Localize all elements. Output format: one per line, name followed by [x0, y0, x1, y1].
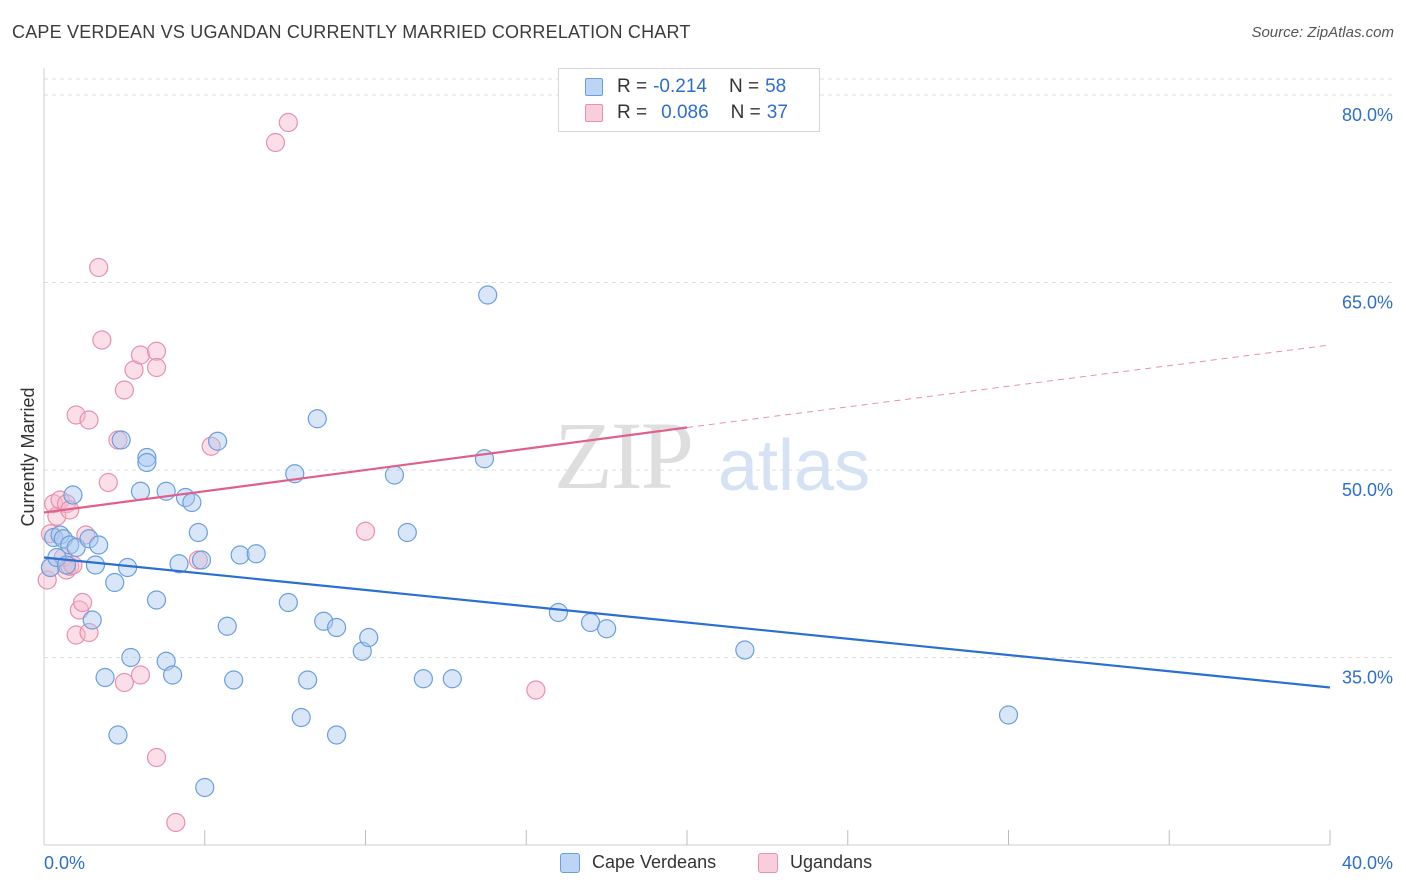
- ugandan-point: [146, 747, 167, 768]
- cape-verdean-point: [217, 616, 237, 636]
- ugandan-point: [526, 680, 546, 700]
- ugandan-point: [37, 570, 57, 590]
- legend: R = -0.214 N = 58 R = 0.086 N = 37: [558, 68, 820, 132]
- ugandan-point: [130, 665, 151, 685]
- cape-verdean-point: [580, 612, 601, 633]
- cape-verdean-point: [326, 725, 347, 745]
- ugandan-point: [166, 812, 186, 833]
- cape-verdean-trendline: [43, 556, 1331, 689]
- ugandan-point: [114, 672, 134, 693]
- legend-n-label: N =: [730, 102, 761, 123]
- cape-verdean-point: [146, 590, 167, 610]
- bottom-legend-ugandans: Ugandans: [758, 852, 872, 873]
- cape-verdean-point: [82, 610, 102, 630]
- cape-verdean-point: [169, 554, 189, 574]
- legend-swatch-blue: [585, 78, 603, 96]
- legend-swatch-pink: [585, 104, 603, 122]
- cape-verdean-point: [188, 522, 208, 543]
- ugandan-point: [278, 112, 298, 133]
- cape-verdean-point: [548, 602, 569, 623]
- cape-verdean-point: [597, 619, 617, 639]
- cape-verdean-point: [307, 409, 327, 429]
- ugandan-point: [66, 405, 86, 425]
- cape-verdean-point: [63, 485, 83, 505]
- cape-verdean-point: [121, 647, 141, 668]
- cape-verdean-point: [79, 529, 99, 549]
- ugandan-point: [98, 472, 118, 493]
- y-tick-label: 65.0%: [1342, 293, 1393, 313]
- ugandan-point: [146, 357, 167, 378]
- cape-verdean-point: [85, 555, 106, 575]
- cape-verdean-point: [95, 667, 115, 688]
- bottom-legend-cape-verdeans: Cape Verdeans: [560, 852, 716, 873]
- legend-r-label: R =: [617, 102, 648, 123]
- ugandan-trendline-extension: [686, 344, 1331, 428]
- x-tick-label: 40.0%: [1342, 853, 1393, 873]
- cape-verdean-point: [246, 544, 266, 564]
- cape-verdean-point: [230, 545, 250, 565]
- watermark-atlas: atlas: [718, 426, 871, 506]
- x-tick-label: 0.0%: [44, 853, 85, 873]
- ugandan-point: [355, 521, 376, 541]
- watermark-zip: ZIP: [554, 402, 694, 509]
- legend-n-value: 58: [765, 76, 787, 97]
- bottom-legend-swatch-blue: [560, 852, 580, 873]
- bottom-legend-swatch-pink: [758, 852, 778, 873]
- legend-row-ugandans: R = 0.086 N = 37: [585, 101, 788, 125]
- cape-verdean-point: [326, 617, 347, 638]
- cape-verdean-point: [137, 452, 157, 473]
- cape-verdean-point: [89, 535, 109, 555]
- ugandan-point: [72, 592, 93, 613]
- cape-verdean-point: [359, 627, 379, 648]
- cape-verdean-point: [208, 431, 228, 451]
- cape-verdean-point: [191, 550, 212, 570]
- legend-row-cape-verdeans: R = -0.214 N = 58: [585, 75, 786, 99]
- cape-verdean-point: [163, 665, 183, 685]
- ugandan-point: [114, 380, 134, 400]
- cape-verdean-point: [278, 592, 298, 613]
- ugandan-point: [40, 524, 61, 544]
- ugandan-point: [130, 345, 151, 365]
- legend-r-value: -0.214: [653, 76, 707, 97]
- ugandan-point: [79, 622, 99, 643]
- chart-title: CAPE VERDEAN VS UGANDAN CURRENTLY MARRIE…: [12, 22, 691, 42]
- cape-verdean-point: [384, 465, 405, 485]
- cape-verdean-point: [413, 669, 433, 689]
- ugandan-point: [265, 132, 286, 153]
- legend-r-label: R =: [617, 76, 648, 97]
- cape-verdean-point: [195, 777, 215, 798]
- cape-verdean-point: [291, 707, 311, 728]
- cape-verdean-point: [182, 492, 202, 513]
- cape-verdean-point: [998, 705, 1019, 725]
- ugandan-point: [92, 330, 112, 350]
- y-tick-label: 80.0%: [1342, 105, 1393, 125]
- cape-verdean-point: [105, 572, 125, 593]
- cape-verdean-point: [224, 670, 244, 690]
- cape-verdean-point: [442, 669, 462, 689]
- legend-n-value: 37: [766, 102, 788, 123]
- ugandan-trendline: [43, 426, 688, 514]
- ugandan-point: [201, 436, 221, 456]
- ugandan-point: [89, 257, 109, 278]
- ugandan-point: [146, 341, 167, 361]
- y-axis-label: Currently Married: [18, 387, 38, 526]
- cape-verdean-point: [298, 670, 318, 690]
- source-label: Source: ZipAtlas.com: [1251, 24, 1394, 41]
- bottom-legend-label: Ugandans: [790, 852, 873, 872]
- legend-r-value: 0.086: [661, 102, 709, 123]
- cape-verdean-point: [130, 481, 151, 501]
- ugandan-point: [79, 410, 99, 430]
- cape-verdean-point: [137, 447, 157, 468]
- cape-verdean-point: [735, 640, 755, 660]
- cape-verdean-point: [111, 430, 131, 450]
- cape-verdean-point: [50, 525, 70, 545]
- bottom-legend-label: Cape Verdeans: [592, 852, 717, 872]
- cape-verdean-point: [108, 725, 128, 745]
- y-tick-label: 50.0%: [1342, 480, 1393, 500]
- cape-verdean-point: [397, 522, 417, 543]
- legend-n-label: N =: [728, 76, 760, 97]
- y-tick-label: 35.0%: [1342, 668, 1393, 688]
- cape-verdean-point: [478, 285, 498, 305]
